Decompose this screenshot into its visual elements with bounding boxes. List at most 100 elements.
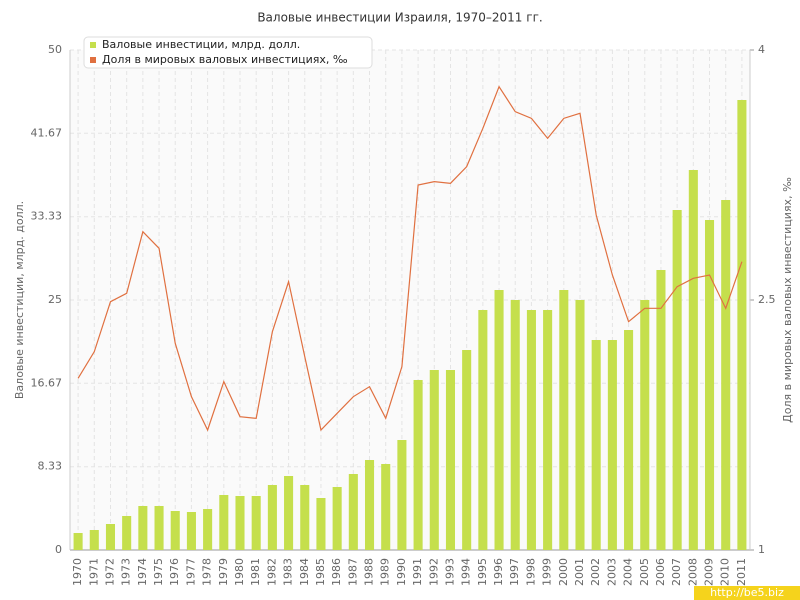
bar — [122, 516, 132, 550]
bar — [251, 496, 261, 550]
bar — [591, 340, 601, 550]
bar — [284, 476, 294, 550]
bar — [316, 498, 326, 550]
bar — [397, 440, 407, 550]
x-tick-label: 1982 — [265, 558, 278, 586]
bar — [105, 524, 116, 550]
bar — [737, 100, 747, 550]
x-tick-label: 1973 — [120, 558, 133, 586]
bar — [267, 485, 277, 550]
x-tick-label: 2003 — [605, 558, 618, 586]
x-tick-label: 1992 — [427, 558, 440, 586]
line — [77, 85, 743, 432]
x-tick-label: 1980 — [233, 558, 246, 586]
bar — [672, 210, 682, 550]
bar — [332, 487, 342, 550]
x-tick-label: 1978 — [201, 558, 214, 586]
x-tick-label: 1997 — [508, 558, 521, 586]
bar — [478, 310, 488, 550]
bar — [235, 496, 245, 550]
x-tick-label: 1981 — [249, 558, 262, 586]
bar — [89, 530, 99, 550]
bar — [73, 533, 83, 550]
x-tick-label: 1985 — [314, 558, 327, 586]
x-tick-label: 2009 — [703, 558, 716, 586]
legend-label: Доля в мировых валовых инвестициях, ‰ — [102, 53, 348, 66]
bar — [688, 170, 698, 550]
bar — [559, 290, 569, 550]
bar — [445, 370, 456, 550]
x-tick-label: 1986 — [330, 558, 343, 586]
bar — [624, 330, 634, 550]
x-tick-label: 1976 — [168, 558, 181, 586]
bar — [704, 220, 715, 550]
x-tick-label: 1984 — [298, 558, 311, 586]
watermark-box — [694, 586, 800, 600]
x-tick-label: 1970 — [71, 558, 84, 586]
bar — [526, 310, 536, 550]
bar — [381, 464, 391, 550]
y-tick-label: 25 — [48, 293, 62, 306]
x-tick-label: 2008 — [686, 558, 699, 586]
x-tick-label: 2004 — [622, 558, 635, 586]
legend-swatch — [90, 42, 96, 48]
x-tick-label: 1989 — [379, 558, 392, 586]
y-tick-label: 33.33 — [31, 210, 63, 223]
y-tick-label: 50 — [48, 43, 62, 56]
y2-tick-label: 1 — [758, 543, 765, 556]
x-tick-label: 1988 — [363, 558, 376, 586]
x-tick-label: 1974 — [136, 558, 149, 586]
bar — [429, 370, 439, 550]
x-tick-label: 1990 — [395, 558, 408, 586]
x-tick-label: 1995 — [476, 558, 489, 586]
x-tick-label: 1999 — [541, 558, 554, 586]
bar — [138, 506, 148, 550]
chart-title: Валовые инвестиции Израиля, 1970–2011 гг… — [257, 11, 542, 25]
bar — [656, 270, 666, 550]
x-tick-label: 1994 — [460, 558, 473, 586]
bar — [364, 460, 375, 550]
bar — [186, 512, 196, 550]
legend-box — [83, 36, 373, 69]
watermark: http://be5.biz — [710, 586, 784, 599]
x-tick-label: 1996 — [492, 558, 505, 586]
x-tick-label: 1993 — [443, 558, 456, 586]
bar — [300, 485, 310, 550]
y-axis-label: Валовые инвестиции, млрд. долл. — [13, 201, 26, 399]
y-tick-label: 41.67 — [31, 126, 63, 139]
bar — [640, 300, 650, 550]
bar — [543, 310, 553, 550]
x-tick-label: 1975 — [152, 558, 165, 586]
x-tick-label: 1983 — [282, 558, 295, 586]
bar — [219, 495, 229, 550]
x-tick-label: 2001 — [573, 558, 586, 586]
bar — [494, 290, 504, 550]
bar — [607, 340, 617, 550]
x-tick-label: 1998 — [524, 558, 537, 586]
x-tick-label: 2000 — [557, 558, 570, 586]
y2-axis-label: Доля в мировых валовых инвестициях, ‰ — [781, 177, 794, 423]
y-tick-label: 0 — [55, 543, 62, 556]
x-tick-label: 2010 — [719, 558, 732, 586]
x-tick-label: 2007 — [670, 558, 683, 586]
x-tick-label: 2006 — [654, 558, 667, 586]
bar — [203, 509, 213, 550]
y-tick-label: 8.33 — [38, 460, 63, 473]
legend-label: Валовые инвестиции, млрд. долл. — [102, 38, 300, 51]
bar — [170, 511, 180, 550]
x-tick-label: 1979 — [217, 558, 230, 586]
x-tick-label: 1977 — [184, 558, 197, 586]
bar — [575, 300, 585, 550]
x-tick-label: 1991 — [411, 558, 424, 586]
y2-tick-label: 2.5 — [758, 293, 776, 306]
bar — [154, 506, 164, 550]
bar — [348, 474, 358, 550]
bar — [510, 300, 520, 550]
y2-tick-label: 4 — [758, 43, 765, 56]
x-tick-label: 2002 — [589, 558, 602, 586]
bar — [721, 200, 731, 550]
x-tick-label: 2005 — [638, 558, 651, 586]
bar — [462, 350, 472, 550]
bar — [413, 380, 423, 550]
